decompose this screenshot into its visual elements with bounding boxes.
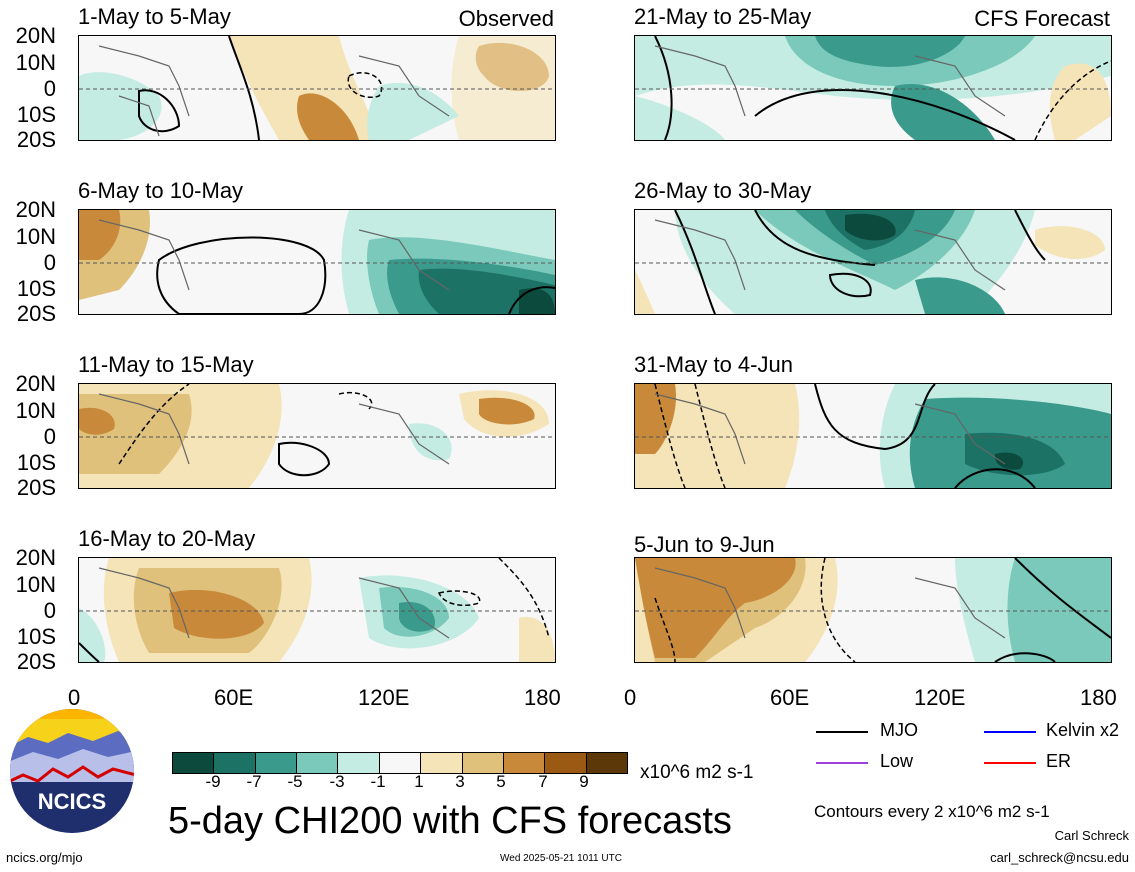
colorbar-tick: 1 xyxy=(414,772,424,791)
legend-label-low: Low xyxy=(880,751,914,771)
lon-label: 120E xyxy=(358,685,410,710)
lon-label: 180 xyxy=(524,685,561,710)
legend-label-er: ER xyxy=(1046,751,1072,771)
panel-title: 11-May to 15-May xyxy=(78,352,254,377)
colorbar-swatch xyxy=(296,753,338,773)
lon-label: 180 xyxy=(1080,685,1117,710)
lon-label: 0 xyxy=(68,685,81,710)
observed-label: Observed xyxy=(458,6,554,31)
panel-title: 21-May to 25-May xyxy=(634,4,812,29)
ncics-logo: NCICS xyxy=(8,707,136,840)
map-panel-observed-4 xyxy=(78,557,556,663)
panel-title: 31-May to 4-Jun xyxy=(634,352,793,377)
panel-title: 16-May to 20-May xyxy=(78,526,256,551)
map-panel-forecast-3 xyxy=(634,383,1112,489)
legend-swatch-mjo xyxy=(816,731,868,733)
logo-text: NCICS xyxy=(38,789,106,814)
map-panel-forecast-1 xyxy=(634,35,1112,141)
contours-note: Contours every 2 x10^6 m2 s-1 xyxy=(814,802,1050,821)
lon-label: 0 xyxy=(624,685,637,710)
colorbar-tick: -3 xyxy=(329,772,345,791)
colorbar-tick: -1 xyxy=(370,772,386,791)
panel-title: 6-May to 10-May xyxy=(78,178,244,203)
colorbar-tick: 3 xyxy=(455,772,465,791)
legend-swatch-er xyxy=(984,762,1036,764)
colorbar-swatch xyxy=(585,753,627,773)
footer-email: carl_schreck@ncsu.edu xyxy=(990,850,1129,865)
lon-label: 120E xyxy=(914,685,966,710)
forecast-label: CFS Forecast xyxy=(974,6,1110,31)
map-panel-observed-1 xyxy=(78,35,556,141)
colorbar-tick: 9 xyxy=(579,772,589,791)
colorbar-labels: -9 -7 -5 -3 -1 1 3 5 7 9 xyxy=(172,772,626,796)
colorbar-units: x10^6 m2 s-1 xyxy=(640,762,754,783)
legend-label-kelvin: Kelvin x2 xyxy=(1046,720,1120,740)
colorbar-swatch xyxy=(544,753,586,773)
colorbar-tick: -9 xyxy=(205,772,221,791)
panel-title: 26-May to 30-May xyxy=(634,178,812,203)
map-panel-observed-3 xyxy=(78,383,556,489)
colorbar-swatch xyxy=(502,753,545,773)
lon-label: 60E xyxy=(214,685,254,710)
colorbar-swatch xyxy=(173,753,214,773)
colorbar-swatch xyxy=(461,753,503,773)
map-panel-observed-2 xyxy=(78,209,556,315)
legend-swatch-kelvin xyxy=(984,731,1036,733)
colorbar xyxy=(172,752,628,774)
colorbar-swatch xyxy=(254,753,297,773)
panel-title: 5-Jun to 9-Jun xyxy=(634,532,775,557)
legend-swatch-low xyxy=(816,762,868,764)
colorbar-tick: 7 xyxy=(538,772,548,791)
colorbar-swatch xyxy=(337,753,379,773)
colorbar-swatch xyxy=(378,753,421,773)
footer-timestamp: Wed 2025-05-21 1011 UTC xyxy=(500,853,622,864)
lon-label: 60E xyxy=(770,685,810,710)
panel-title: 1-May to 5-May xyxy=(78,4,231,29)
footer-author: Carl Schreck xyxy=(1054,828,1129,843)
main-title: 5-day CHI200 with CFS forecasts xyxy=(168,800,732,842)
map-panel-forecast-4 xyxy=(634,557,1112,663)
colorbar-tick: -5 xyxy=(287,772,303,791)
map-panel-forecast-2 xyxy=(634,209,1112,315)
colorbar-tick: -7 xyxy=(246,772,262,791)
colorbar-swatch xyxy=(213,753,255,773)
legend-label-mjo: MJO xyxy=(880,720,918,740)
footer-url: ncics.org/mjo xyxy=(6,850,83,865)
colorbar-swatch xyxy=(420,753,462,773)
colorbar-tick: 5 xyxy=(496,772,506,791)
